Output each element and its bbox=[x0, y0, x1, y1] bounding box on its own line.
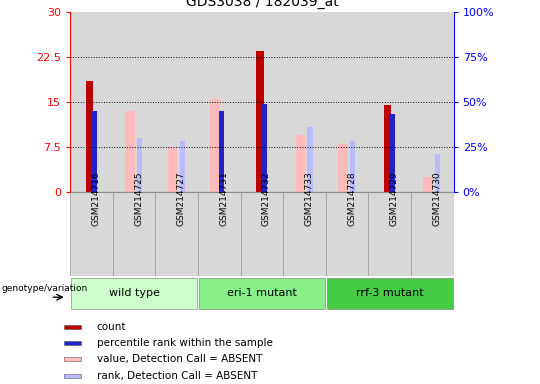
Text: wild type: wild type bbox=[109, 288, 159, 298]
Bar bbox=[156, 192, 198, 276]
Text: GSM214728: GSM214728 bbox=[347, 171, 356, 226]
Bar bbox=[338, 144, 348, 192]
Text: GSM214729: GSM214729 bbox=[390, 171, 399, 226]
Text: GSM214725: GSM214725 bbox=[134, 171, 143, 226]
Bar bbox=[326, 192, 368, 276]
Bar bbox=[137, 138, 142, 192]
Bar bbox=[198, 12, 241, 192]
Bar bbox=[125, 111, 134, 192]
Bar bbox=[70, 12, 113, 192]
Bar bbox=[423, 177, 433, 192]
Bar bbox=[113, 12, 156, 192]
Bar bbox=[241, 192, 283, 276]
Bar bbox=[368, 192, 411, 276]
Bar bbox=[435, 154, 441, 192]
Bar bbox=[384, 105, 392, 192]
Bar bbox=[64, 341, 80, 345]
Text: eri-1 mutant: eri-1 mutant bbox=[227, 288, 297, 298]
Bar bbox=[219, 111, 225, 192]
Title: GDS3038 / 182039_at: GDS3038 / 182039_at bbox=[186, 0, 338, 9]
Bar bbox=[256, 51, 264, 192]
Bar bbox=[64, 357, 80, 361]
Bar bbox=[262, 104, 267, 192]
Bar bbox=[283, 12, 326, 192]
Bar bbox=[70, 192, 113, 276]
Bar bbox=[307, 127, 313, 192]
Text: genotype/variation: genotype/variation bbox=[2, 284, 87, 293]
Text: GSM214716: GSM214716 bbox=[91, 171, 100, 226]
Bar bbox=[211, 99, 220, 192]
Bar bbox=[295, 135, 305, 192]
Bar bbox=[368, 12, 411, 192]
Bar bbox=[168, 147, 177, 192]
Bar bbox=[156, 12, 198, 192]
Bar bbox=[91, 111, 97, 192]
Bar bbox=[411, 12, 454, 192]
Bar bbox=[64, 374, 80, 377]
Bar bbox=[71, 278, 197, 310]
Bar bbox=[199, 278, 325, 310]
Bar bbox=[326, 12, 368, 192]
Text: GSM214732: GSM214732 bbox=[262, 171, 271, 226]
Text: value, Detection Call = ABSENT: value, Detection Call = ABSENT bbox=[97, 354, 262, 364]
Text: count: count bbox=[97, 322, 126, 332]
Text: percentile rank within the sample: percentile rank within the sample bbox=[97, 338, 273, 348]
Text: GSM214731: GSM214731 bbox=[219, 171, 228, 226]
Bar bbox=[241, 12, 283, 192]
Bar bbox=[390, 114, 395, 192]
Bar bbox=[327, 278, 453, 310]
Bar bbox=[180, 141, 185, 192]
Bar bbox=[85, 81, 93, 192]
Text: rank, Detection Call = ABSENT: rank, Detection Call = ABSENT bbox=[97, 371, 257, 381]
Bar bbox=[64, 325, 80, 329]
Text: GSM214727: GSM214727 bbox=[177, 171, 186, 226]
Text: rrf-3 mutant: rrf-3 mutant bbox=[356, 288, 423, 298]
Bar bbox=[198, 192, 241, 276]
Text: GSM214730: GSM214730 bbox=[433, 171, 441, 226]
Bar bbox=[283, 192, 326, 276]
Bar bbox=[113, 192, 156, 276]
Text: GSM214733: GSM214733 bbox=[305, 171, 314, 226]
Bar bbox=[411, 192, 454, 276]
Bar bbox=[350, 141, 355, 192]
